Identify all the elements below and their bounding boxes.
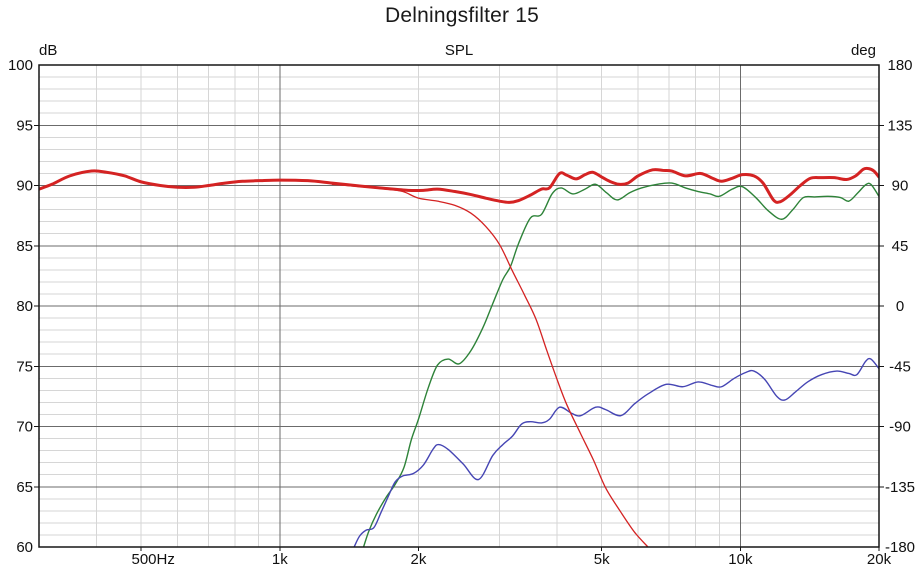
x-tick-label: 2k xyxy=(411,551,427,568)
y-right-tick-label: -90 xyxy=(889,419,911,436)
series-red-bold-curve xyxy=(39,166,879,204)
series-red-thin-curve xyxy=(331,183,649,547)
y-left-tick-label: 70 xyxy=(16,419,33,436)
x-tick-label: 1k xyxy=(272,551,288,568)
y-left-tick-label: 100 xyxy=(8,57,33,74)
deg-axis-unit-label: deg xyxy=(850,42,876,59)
y-left-tick-label: 85 xyxy=(16,238,33,255)
y-left-tick-label: 95 xyxy=(16,117,33,134)
page-title: Delningsfilter 15 xyxy=(385,4,539,27)
y-right-tick-label: 135 xyxy=(887,117,912,134)
x-tick-label: 5k xyxy=(594,551,610,568)
chart-subtitle-spl: SPL xyxy=(444,42,474,59)
y-right-tick-label: 45 xyxy=(892,238,909,255)
series-blue-curve xyxy=(353,357,879,547)
x-tick-label: 500Hz xyxy=(131,551,174,568)
y-left-tick-label: 60 xyxy=(16,539,33,556)
y-left-tick-label: 90 xyxy=(16,178,33,195)
y-right-tick-label: -45 xyxy=(889,358,911,375)
y-left-tick-label: 65 xyxy=(16,479,33,496)
y-left-tick-label: 80 xyxy=(16,298,33,315)
y-right-tick-label: 0 xyxy=(896,298,904,315)
y-right-tick-label: 90 xyxy=(892,178,909,195)
x-tick-label: 10k xyxy=(728,551,753,568)
y-right-tick-label: -135 xyxy=(885,479,915,496)
y-right-tick-label: -180 xyxy=(885,539,915,556)
db-axis-unit-label: dB xyxy=(39,42,58,59)
series-green-curve xyxy=(362,182,879,547)
y-right-tick-label: 180 xyxy=(887,57,912,74)
y-left-tick-label: 75 xyxy=(16,358,33,375)
x-tick-label: 20k xyxy=(867,551,892,568)
